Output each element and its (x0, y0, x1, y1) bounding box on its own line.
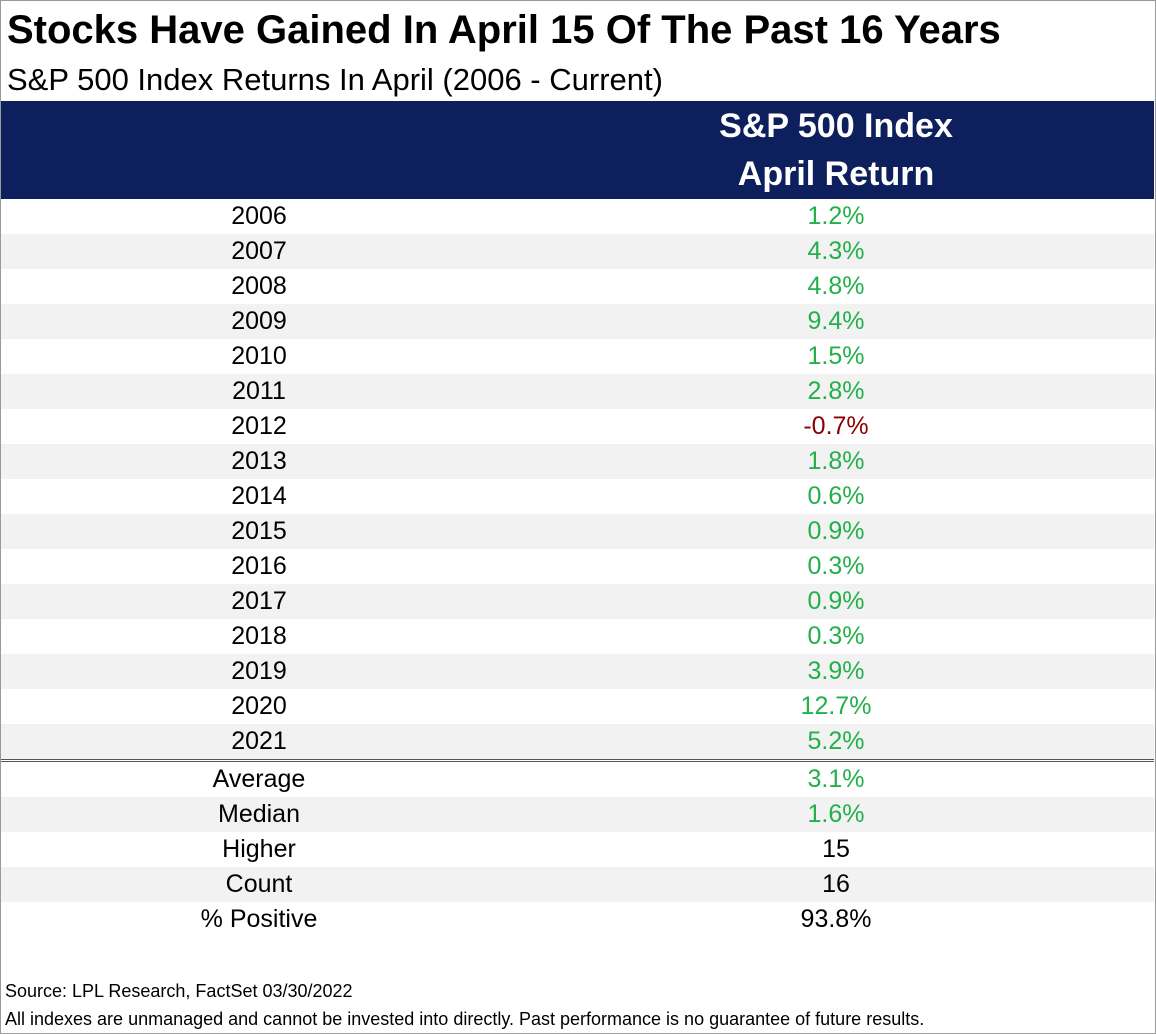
rows-value-cell: 0.6% (807, 482, 865, 510)
chart-subtitle: S&P 500 Index Returns In April (2006 - C… (7, 62, 663, 97)
rows-label-cell: 2010 (231, 342, 287, 370)
table-row: 2019 3.9% (1, 654, 1154, 689)
table-row: 2007 4.3% (1, 234, 1154, 269)
table-row: 2020 12.7% (1, 689, 1154, 724)
rows-value-cell: 0.3% (807, 622, 865, 650)
rows-label-cell: 2011 (232, 377, 286, 405)
rows-label-cell: 2009 (231, 307, 287, 335)
table-row: 2018 0.3% (1, 619, 1154, 654)
rows-value-cell: 0.9% (807, 517, 865, 545)
rows-value-cell: 4.8% (807, 272, 865, 300)
summary-value-cell: 1.6% (807, 800, 865, 828)
summary-label-cell: % Positive (200, 905, 318, 933)
rows-value-cell: 3.9% (807, 657, 865, 685)
rows-value-cell: 1.8% (807, 447, 865, 475)
rows-label-cell: 2016 (231, 552, 287, 580)
rows-value-cell: 1.2% (807, 202, 865, 230)
table-summary: Average 3.1% Median 1.6% Higher 15 Count 16 % Po… (1, 762, 1154, 937)
rows-value-cell: 0.9% (807, 587, 865, 615)
column-header-return-line1: S&P 500 Index (719, 107, 953, 145)
column-header-return-line2: April Return (737, 155, 935, 193)
rows-label-cell: 2013 (231, 447, 287, 475)
rows-label-cell: 2015 (231, 517, 287, 545)
rows-value-cell: 0.3% (807, 552, 865, 580)
rows-label-cell: 2018 (231, 622, 287, 650)
table-header: Year S&P 500 Index April Return (1, 101, 1154, 290)
summary-label-cell: Average (212, 765, 306, 793)
table-row: 2009 9.4% (1, 304, 1154, 339)
table-row: 2008 4.8% (1, 269, 1154, 304)
rows-label-cell: 2017 (231, 587, 287, 615)
table-row: 2021 5.2% (1, 724, 1154, 759)
chart-title: Stocks Have Gained In April 15 Of The Pa… (7, 8, 1001, 52)
rows-value-cell: -0.7% (803, 412, 869, 440)
table-row: Median 1.6% (1, 797, 1154, 832)
rows-label-cell: 2021 (231, 727, 287, 755)
summary-label-cell: Count (225, 870, 293, 898)
table-row: % Positive 93.8% (1, 902, 1154, 937)
rows-label-cell: 2014 (231, 482, 287, 510)
rows-value-cell: 12.7% (800, 692, 872, 720)
summary-label-cell: Median (218, 800, 300, 828)
rows-value-cell: 1.5% (807, 342, 865, 370)
summary-divider (1, 759, 1154, 762)
summary-label-cell: Higher (222, 835, 296, 863)
summary-value-cell: 93.8% (800, 905, 872, 933)
table-row: 2006 1.2% (1, 199, 1154, 234)
rows-value-cell: 5.2% (807, 727, 865, 755)
table-row: Count 16 (1, 867, 1154, 902)
rows-label-cell: 2020 (231, 692, 287, 720)
source-note: Source: LPL Research, FactSet 03/30/2022 (5, 981, 353, 1001)
table-row: 2014 0.6% (1, 479, 1154, 514)
rows-label-cell: 2006 (231, 202, 287, 230)
rows-label-cell: 2008 (231, 272, 287, 300)
disclaimer-note: All indexes are unmanaged and cannot be … (5, 1009, 925, 1029)
table-row: Higher 15 (1, 832, 1154, 867)
table-body: 2006 1.2% 2007 4.3% 2008 4.8% 2009 9.4% 2010 1.5%… (1, 199, 1154, 759)
table-row: 2013 1.8% (1, 444, 1154, 479)
table-row: 2011 2.8% (1, 374, 1154, 409)
rows-label-cell: 2019 (231, 657, 287, 685)
table-row: 2015 0.9% (1, 514, 1154, 549)
rows-value-cell: 4.3% (807, 237, 865, 265)
rows-label-cell: 2007 (231, 237, 287, 265)
table-row: 2017 0.9% (1, 584, 1154, 619)
rows-value-cell: 9.4% (807, 307, 865, 335)
rows-label-cell: 2012 (231, 412, 287, 440)
rows-value-cell: 2.8% (807, 377, 865, 405)
summary-value-cell: 3.1% (807, 765, 865, 793)
table-row: 2012 -0.7% (1, 409, 1154, 444)
summary-value-cell: 15 (822, 835, 850, 863)
summary-value-cell: 16 (822, 870, 850, 898)
table-row: 2010 1.5% (1, 339, 1154, 374)
table-row: 2016 0.3% (1, 549, 1154, 584)
table-row: Average 3.1% (1, 762, 1154, 797)
